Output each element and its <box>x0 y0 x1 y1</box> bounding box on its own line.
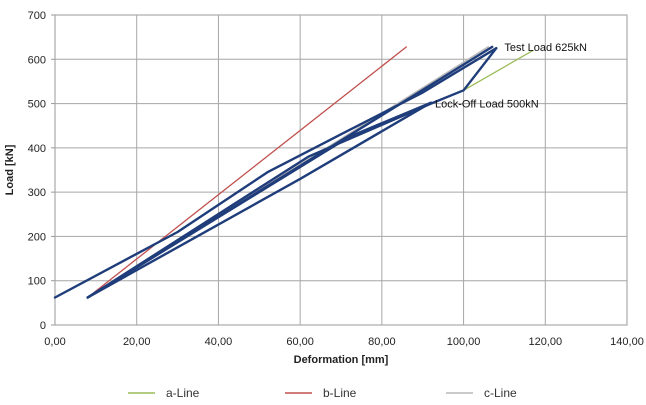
legend-label: c-Line <box>484 386 517 400</box>
x-tick-label: 60,00 <box>286 336 314 348</box>
y-tick-label: 600 <box>28 54 46 66</box>
x-tick-label: 120,00 <box>528 336 562 348</box>
x-tick-label: 40,00 <box>205 336 233 348</box>
series-test-curve-7 <box>86 45 494 299</box>
x-tick-label: 100,00 <box>447 336 481 348</box>
grid <box>54 14 628 326</box>
x-tick-label: 140,00 <box>610 336 644 348</box>
y-tick-label: 200 <box>28 231 46 243</box>
y-tick-label: 500 <box>28 99 46 111</box>
y-tick-label: 0 <box>40 320 46 332</box>
annotation-0: Test Load 625kN <box>504 42 587 54</box>
x-tick-label: 80,00 <box>368 336 396 348</box>
y-tick-label: 300 <box>28 187 46 199</box>
legend-label: a-Line <box>166 386 200 400</box>
x-tick-label: 0,00 <box>44 336 65 348</box>
legend-label: b-Line <box>323 386 357 400</box>
plot-frame <box>54 14 628 326</box>
annotations: Test Load 625kN Lock-Off Load 500kN <box>435 42 587 111</box>
series-test-curve-5 <box>86 101 433 299</box>
legend: a-Line b-Line c-Line <box>128 386 517 400</box>
series-b-line-1 <box>87 46 408 299</box>
series <box>53 45 534 299</box>
axes: 0,00 20,00 40,00 60,00 80,00 100,00 120,00 140,… <box>28 10 644 348</box>
annotation-1: Lock-Off Load 500kN <box>435 99 539 111</box>
x-tick-label: 20,00 <box>123 336 151 348</box>
series-a-line-0 <box>462 49 534 91</box>
y-tick-label: 400 <box>28 143 46 155</box>
y-tick-label: 100 <box>28 276 46 288</box>
y-axis-title: Load [kN] <box>4 144 16 195</box>
x-axis-title: Deformation [mm] <box>294 354 389 366</box>
y-tick-label: 700 <box>28 10 46 22</box>
series-test-curve-3 <box>53 47 498 299</box>
